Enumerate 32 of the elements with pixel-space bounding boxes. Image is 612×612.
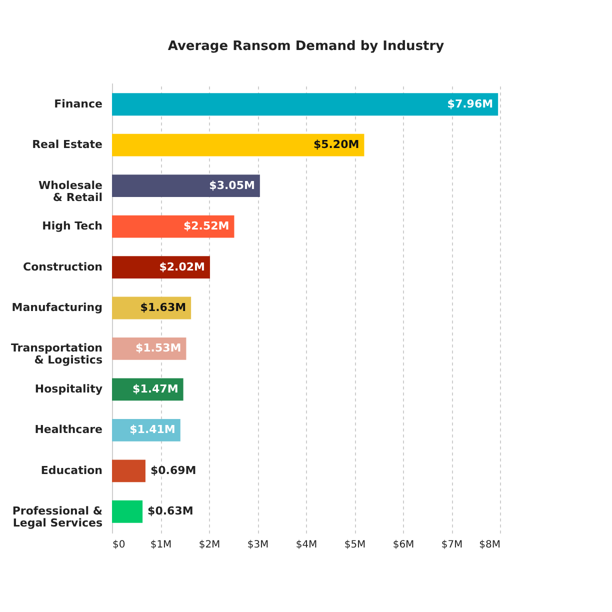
x-tick-label: $8M [479, 540, 500, 550]
data-label: $2.52M [183, 220, 230, 233]
x-tick-label: $5M [344, 540, 366, 550]
y-tick-label: High Tech [42, 220, 102, 233]
x-tick-label: $0 [112, 540, 126, 550]
y-tick-label: Wholesale & Retail [38, 178, 102, 204]
x-tick-label: $1M [150, 540, 172, 550]
x-tick-label: $3M [247, 540, 269, 550]
data-label: $0.69M [150, 464, 196, 477]
data-label: $1.41M [130, 423, 176, 436]
data-label: $1.63M [140, 301, 186, 314]
y-tick-label: Education [40, 464, 102, 477]
y-tick-label: Construction [23, 260, 102, 274]
chart-title: Average Ransom Demand by Industry [168, 39, 445, 54]
y-tick-label: Hospitality [34, 382, 102, 396]
y-tick-label: Professional & Legal Services [12, 504, 103, 530]
y-tick-label: Healthcare [34, 423, 102, 436]
y-tick-label: Transportation & Logistics [11, 342, 103, 367]
data-label: $7.96M [447, 97, 494, 110]
data-label: $3.05M [209, 178, 255, 192]
data-label: $1.53M [135, 342, 182, 355]
y-tick-label: Finance [54, 97, 102, 110]
y-tick-label: Real Estate [32, 138, 102, 152]
y-tick-label: Manufacturing [12, 301, 102, 314]
data-label: $5.20M [313, 138, 360, 152]
x-tick-label: $2M [198, 540, 220, 550]
data-label: $2.02M [159, 260, 205, 274]
data-label: $0.63M [148, 504, 194, 518]
x-tick-label: $4M [296, 540, 318, 550]
x-tick-label: $6M [392, 540, 414, 550]
x-tick-label: $7M [441, 540, 463, 550]
data-label: $1.47M [132, 382, 178, 396]
